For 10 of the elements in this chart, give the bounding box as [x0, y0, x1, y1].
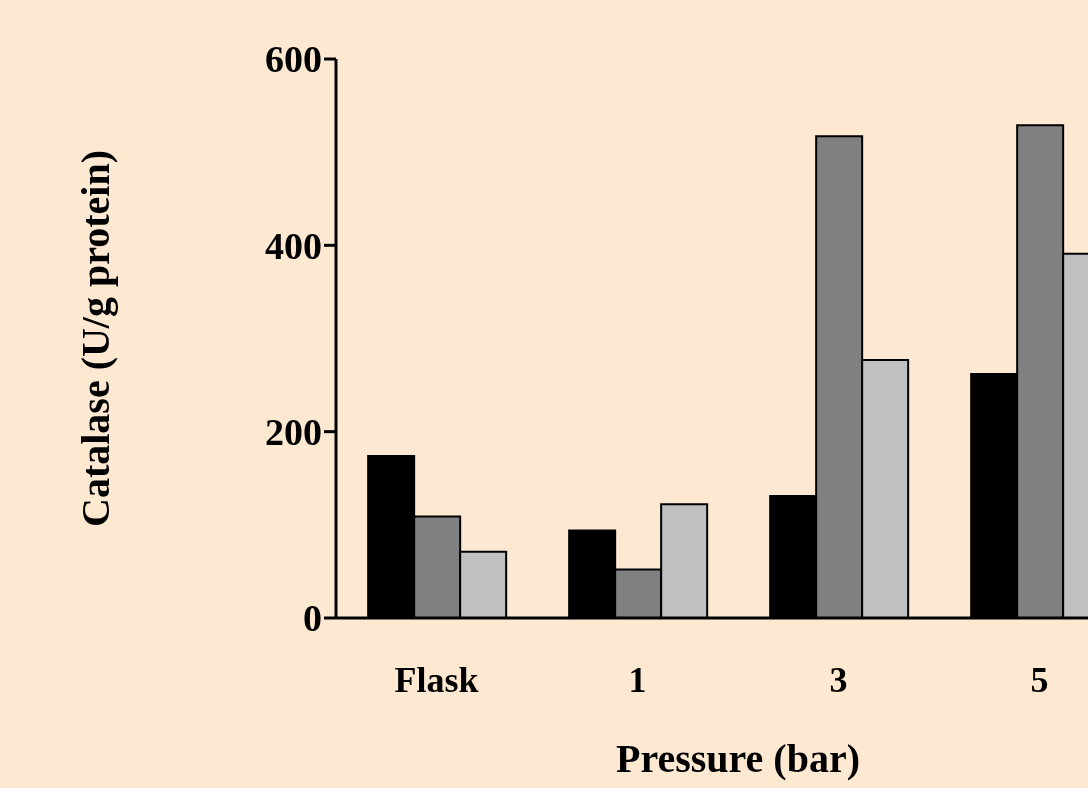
x-tick-label: 5 [1030, 659, 1049, 700]
x-tick-label: 1 [628, 659, 647, 700]
x-tick-label: 3 [829, 659, 848, 700]
y-axis-title: Catalase (U/g protein) [73, 150, 119, 527]
y-tick-label: 0 [303, 597, 322, 640]
x-axis-title: Pressure (bar) [615, 736, 861, 781]
y-tick-label: 600 [265, 38, 322, 81]
x-tick-label: Flask [394, 659, 479, 700]
y-tick-label: 400 [265, 224, 322, 267]
y-tick-label: 200 [265, 411, 322, 454]
